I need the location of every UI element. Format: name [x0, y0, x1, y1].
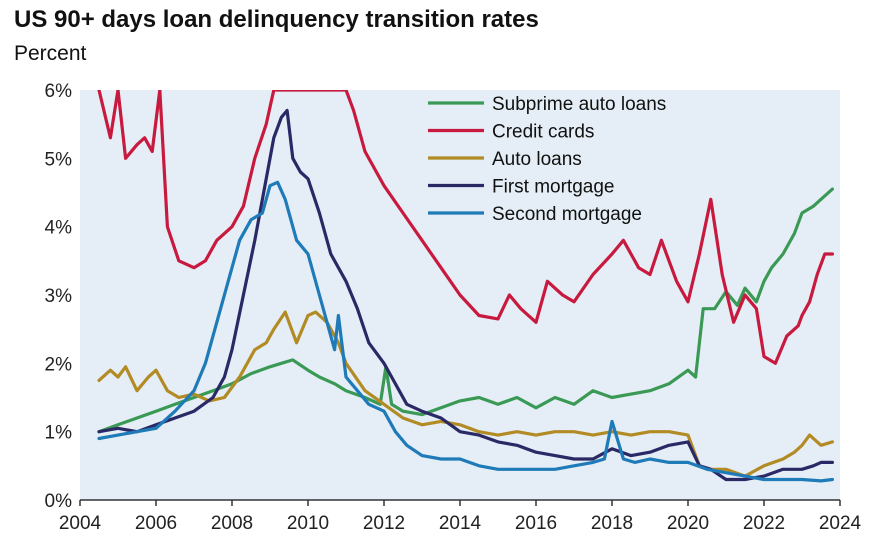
- series-line-subprime-auto-loans: [97, 187, 834, 434]
- x-tick-label: 2016: [515, 513, 557, 534]
- x-tick-label: 2018: [591, 513, 633, 534]
- y-tick-label: 5%: [45, 149, 73, 170]
- legend-label: Credit cards: [492, 122, 594, 143]
- x-tick-label: 2006: [135, 513, 177, 534]
- x-tick-label: 2020: [667, 513, 709, 534]
- y-tick-label: 6%: [45, 81, 73, 102]
- x-tick-label: 2024: [819, 513, 862, 534]
- series-line-auto-loans: [97, 310, 834, 478]
- x-tick-label: 2004: [59, 513, 102, 534]
- x-tick-label: 2008: [211, 513, 253, 534]
- legend-label: Subprime auto loans: [492, 94, 666, 115]
- y-tick-label: 4%: [45, 218, 73, 239]
- series-line-second-mortgage: [97, 180, 834, 483]
- y-tick-label: 0%: [45, 491, 73, 512]
- series-line-credit-cards: [97, 90, 834, 365]
- y-tick-label: 1%: [45, 423, 73, 444]
- x-tick-label: 2010: [287, 513, 329, 534]
- y-tick-label: 2%: [45, 354, 73, 375]
- x-tick-label: 2022: [743, 513, 785, 534]
- legend-label: Second mortgage: [492, 204, 642, 225]
- chart-title: US 90+ days loan delinquency transition …: [14, 6, 539, 33]
- x-tick-label: 2012: [363, 513, 405, 534]
- y-tick-label: 3%: [45, 286, 73, 307]
- x-tick-label: 2014: [439, 513, 482, 534]
- legend-label: Auto loans: [492, 149, 582, 170]
- legend-label: First mortgage: [492, 177, 614, 198]
- chart-subtitle: Percent: [14, 42, 87, 65]
